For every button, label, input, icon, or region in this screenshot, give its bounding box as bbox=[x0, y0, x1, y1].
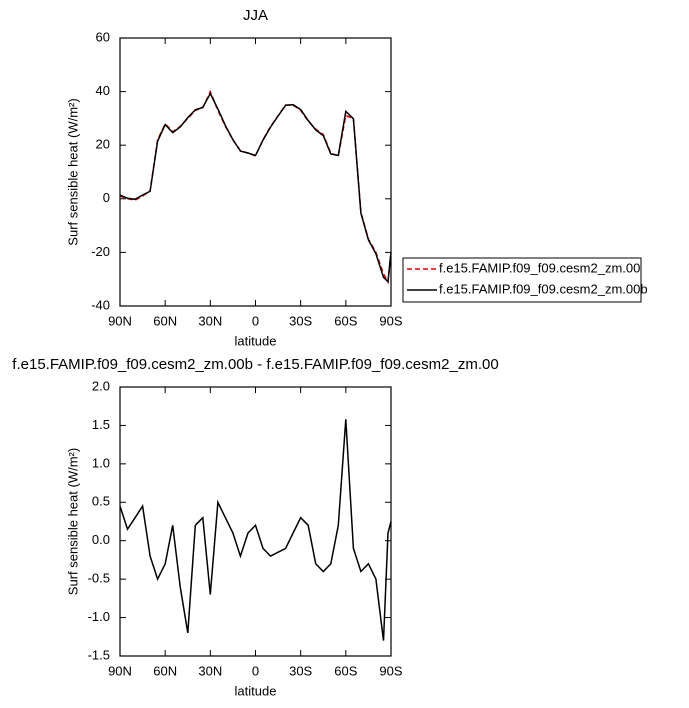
legend-label: f.e15.FAMIP.f09_f09.cesm2_zm.00 bbox=[439, 260, 640, 275]
y-axis-label: Surf sensible heat (W/m²) bbox=[65, 98, 80, 245]
series-line bbox=[119, 89, 392, 285]
y-tick-label: 0 bbox=[103, 190, 110, 205]
x-tick-label: 60N bbox=[153, 313, 177, 328]
x-tick-label: 90S bbox=[379, 313, 402, 328]
chart-title: JJA bbox=[243, 7, 268, 24]
y-tick-label: -0.5 bbox=[88, 571, 110, 586]
y-tick-label: 1.0 bbox=[92, 455, 110, 470]
x-tick-label: 90N bbox=[108, 663, 132, 678]
x-tick-label: 30N bbox=[198, 313, 222, 328]
y-tick-label: 2.0 bbox=[92, 378, 110, 393]
y-tick-label: 1.5 bbox=[92, 417, 110, 432]
y-axis-label: Surf sensible heat (W/m²) bbox=[65, 448, 80, 595]
x-tick-label: 30S bbox=[289, 313, 312, 328]
y-tick-label: -1.0 bbox=[88, 609, 110, 624]
x-tick-label: 30S bbox=[289, 663, 312, 678]
y-tick-label: 20 bbox=[96, 137, 110, 152]
y-tick-label: -20 bbox=[91, 244, 110, 259]
x-tick-label: 0 bbox=[252, 663, 259, 678]
x-tick-label: 30N bbox=[198, 663, 222, 678]
x-tick-label: 60S bbox=[334, 663, 357, 678]
y-tick-label: -1.5 bbox=[88, 647, 110, 662]
y-tick-label: -40 bbox=[91, 297, 110, 312]
legend-label: f.e15.FAMIP.f09_f09.cesm2_zm.00b bbox=[439, 281, 648, 296]
chart-title: f.e15.FAMIP.f09_f09.cesm2_zm.00b - f.e15… bbox=[12, 356, 498, 373]
series-line bbox=[119, 91, 392, 284]
plot-frame bbox=[119, 37, 392, 307]
legend-box bbox=[402, 257, 642, 303]
x-axis-label: latitude bbox=[235, 683, 277, 698]
x-tick-label: 90N bbox=[108, 313, 132, 328]
plot-frame bbox=[119, 386, 392, 657]
x-tick-label: 90S bbox=[379, 663, 402, 678]
series-line bbox=[119, 419, 392, 641]
x-axis-label: latitude bbox=[235, 333, 277, 348]
x-tick-label: 60N bbox=[153, 663, 177, 678]
y-tick-label: 0.0 bbox=[92, 532, 110, 547]
y-tick-label: 60 bbox=[96, 29, 110, 44]
y-tick-label: 0.5 bbox=[92, 494, 110, 509]
x-tick-label: 0 bbox=[252, 313, 259, 328]
x-tick-label: 60S bbox=[334, 313, 357, 328]
y-tick-label: 40 bbox=[96, 83, 110, 98]
